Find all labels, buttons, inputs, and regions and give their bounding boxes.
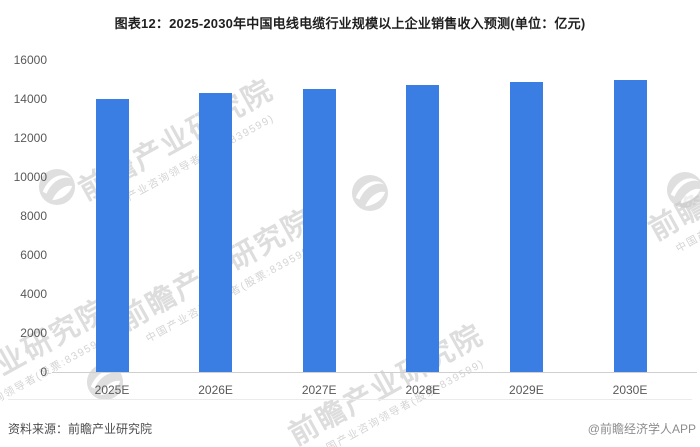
bar-2025E <box>95 99 129 372</box>
y-axis-tick-label: 12000 <box>13 131 47 145</box>
watermark-subtext: 中国产业咨询领导者(股票:839599) <box>143 234 328 346</box>
y-axis-tick-label: 14000 <box>13 92 47 106</box>
credit-text: @前瞻经济学人APP <box>587 422 696 436</box>
watermark-subtext: 中国产业咨询领导者(股票:839599) <box>104 112 277 216</box>
watermark-text: 前瞻产业研究院 <box>643 113 700 247</box>
chart-title: 图表12：2025-2030年中国电线电缆行业规模以上企业销售收入预测(单位：亿… <box>114 16 586 31</box>
watermark-subtext: 中国产业咨询领导者(股票:839599) <box>674 152 700 256</box>
x-axis-label-2026E: 2026E <box>198 383 233 397</box>
x-axis-label-2027E: 2027E <box>301 383 337 397</box>
qianzhan-swoosh-logo-icon <box>351 174 389 212</box>
y-axis-tick-label: 6000 <box>20 248 47 262</box>
bar-2026E <box>199 93 233 372</box>
x-axis-line <box>52 372 697 373</box>
y-axis-tick-label: 0 <box>40 365 47 379</box>
watermark-text-block: 前瞻产业研究院中国产业咨询领导者(股票:839599) <box>640 107 700 263</box>
bar-2028E <box>406 85 440 372</box>
qianzhan-swoosh-logo-icon <box>666 171 700 209</box>
bar-2027E <box>302 89 336 372</box>
x-axis-label-2029E: 2029E <box>509 383 544 397</box>
y-axis-tick-label: 8000 <box>20 209 47 223</box>
bar-2029E <box>509 82 543 372</box>
source-text: 资料来源：前瞻产业研究院 <box>8 422 153 436</box>
y-axis-tick-label: 2000 <box>20 326 47 340</box>
footer-divider <box>8 399 692 400</box>
x-axis-label-2025E: 2025E <box>94 383 130 397</box>
x-axis-label-2030E: 2030E <box>612 383 648 397</box>
y-axis-tick-label: 16000 <box>13 53 47 67</box>
y-axis-tick-label: 4000 <box>20 287 47 301</box>
x-axis-label-2028E: 2028E <box>405 383 441 397</box>
y-axis-tick-label: 10000 <box>13 170 47 184</box>
bar-2030E <box>613 79 647 372</box>
